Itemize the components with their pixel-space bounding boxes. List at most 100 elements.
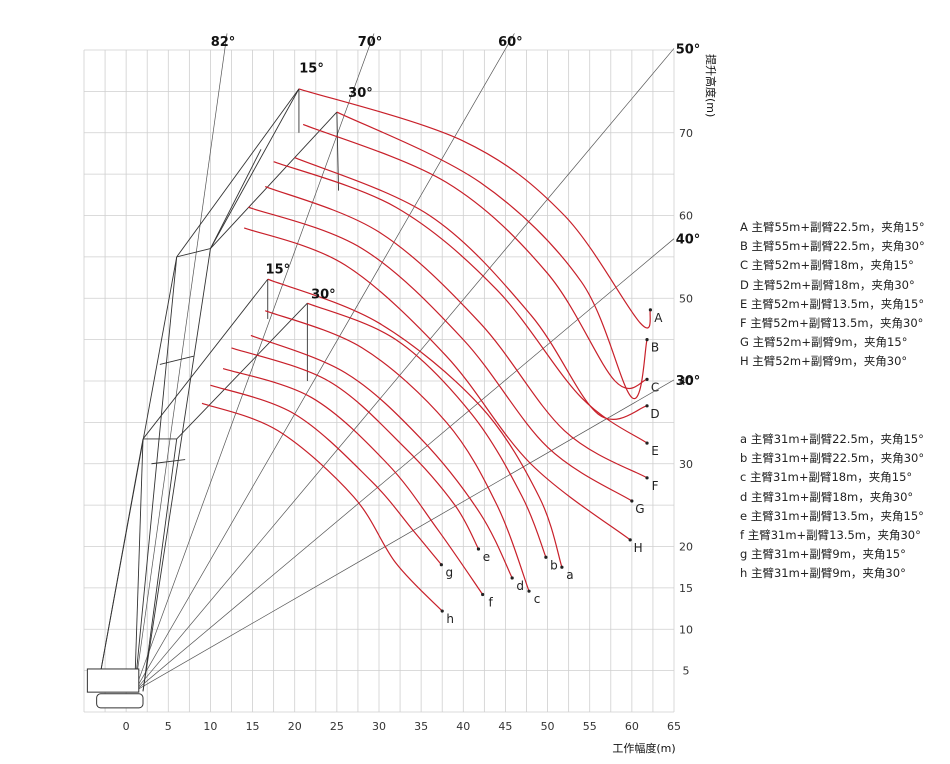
curve-label-a: a <box>566 568 573 582</box>
curve-end-point <box>645 377 649 381</box>
boom-member <box>134 438 144 692</box>
jib-angle-label: 15° <box>299 61 324 76</box>
x-tick-label: 30 <box>372 720 386 733</box>
legend-item-D: D 主臂52m+副臂18m，夹角30° <box>740 277 915 292</box>
legend-item-A: A 主臂55m+副臂22.5m，夹角15° <box>740 220 925 234</box>
x-tick-label: 50 <box>541 720 555 733</box>
legend-upper: A 主臂55m+副臂22.5m，夹角15° B 主臂55m+副臂22.5m，夹角… <box>740 218 925 372</box>
legend-item-E: E 主臂52m+副臂13.5m，夹角15° <box>740 296 925 311</box>
range-curve-D <box>294 157 648 420</box>
angle-line-label: 30° <box>676 374 701 389</box>
x-tick-label: 40 <box>456 720 470 733</box>
legend-item-e: e 主臂31m+副臂13.5m，夹角15° <box>740 508 924 523</box>
boom-member <box>100 256 178 671</box>
curve-label-g: g <box>446 566 454 580</box>
curve-label-h: h <box>446 612 454 626</box>
angle-line-label: 82° <box>211 35 236 50</box>
range-curve-d <box>250 334 513 579</box>
angle-line-label: 70° <box>358 35 383 50</box>
range-curve-e <box>231 347 479 550</box>
y-axis-title: 提升高度(m) <box>704 54 718 117</box>
range-curve-F <box>264 185 648 479</box>
legend-item-a: a 主臂31m+副臂22.5m，夹角15° <box>740 432 924 446</box>
legend-item-B: B 主臂55m+副臂22.5m，夹角30° <box>740 239 925 254</box>
jib-angle-label: 30° <box>348 86 373 101</box>
y-tick-label: 30 <box>679 458 693 471</box>
legend-item-g: g 主臂31m+副臂9m，夹角15° <box>740 547 906 562</box>
curve-end-point <box>648 308 653 312</box>
y-tick-label: 15 <box>679 582 693 595</box>
y-tick-label: 5 <box>683 665 690 678</box>
x-axis-title: 工作幅度(m) <box>612 741 675 755</box>
curve-label-b: b <box>550 558 558 572</box>
curve-label-H: H <box>634 541 643 555</box>
angle-line <box>134 379 675 692</box>
boom-angle-lines <box>134 33 675 692</box>
x-tick-label: 65 <box>667 720 681 733</box>
curve-end-point <box>510 576 514 580</box>
angle-line <box>134 238 675 692</box>
legend-item-C: C 主臂52m+副臂18m，夹角15° <box>740 258 914 273</box>
legend-item-h: h 主臂31m+副臂9m，夹角30° <box>740 566 906 581</box>
curve-label-e: e <box>483 550 490 564</box>
legend-item-b: b 主臂31m+副臂22.5m，夹角30° <box>740 451 925 466</box>
legend-item-H: H 主臂52m+副臂9m，夹角30° <box>740 354 908 369</box>
boom-member <box>176 302 308 440</box>
angle-line-label: 40° <box>676 233 701 248</box>
legend-lower: a 主臂31m+副臂22.5m，夹角15° b 主臂31m+副臂22.5m，夹角… <box>740 430 924 584</box>
x-tick-label: 15 <box>246 720 260 733</box>
jib-angle-label: 15° <box>266 262 291 277</box>
x-tick-label: 0 <box>123 720 130 733</box>
curve-label-B: B <box>651 341 659 355</box>
angle-line-label: 50° <box>676 42 701 57</box>
range-curve-a <box>267 278 563 568</box>
range-curve-A <box>298 88 651 329</box>
range-curve-g <box>210 384 442 566</box>
y-tick-label: 10 <box>679 623 693 636</box>
angle-line-label: 60° <box>498 35 523 50</box>
x-tick-label: 5 <box>165 720 172 733</box>
boom-member <box>134 256 178 692</box>
crawler-track <box>96 693 144 709</box>
curve-label-F: F <box>652 479 659 493</box>
legend-item-d: d 主臂31m+副臂18m，夹角30° <box>740 489 914 504</box>
curve-end-point <box>645 338 649 342</box>
curve-end-point <box>560 565 564 569</box>
curve-label-G: G <box>635 502 644 516</box>
curve-end-point <box>440 609 444 613</box>
boom-member <box>159 355 194 365</box>
range-curve-C <box>302 123 648 389</box>
boom-member <box>210 111 338 249</box>
angle-line <box>134 48 675 692</box>
curve-label-A: A <box>654 311 663 325</box>
curve-end-point <box>628 538 632 542</box>
jib-angle-label: 30° <box>311 287 336 302</box>
chart-labels: 0 5 10 15 20 25 30 35 40 45 50 55 60 65 5 10 15 20 30 40 50 6… <box>123 35 701 733</box>
curve-label-c: c <box>534 592 541 606</box>
curve-end-point <box>630 499 634 503</box>
boom-member <box>142 248 211 692</box>
legend-item-F: F 主臂52m+副臂13.5m，夹角30° <box>740 316 924 331</box>
x-tick-label: 10 <box>203 720 217 733</box>
x-tick-label: 35 <box>414 720 428 733</box>
range-curve-b <box>307 302 547 558</box>
curve-end-point <box>645 441 649 445</box>
grid <box>83 49 675 713</box>
range-curve-f <box>222 368 484 595</box>
curve-end-point <box>439 563 443 567</box>
range-curve-E <box>273 161 648 444</box>
curve-end-point <box>645 476 649 480</box>
y-tick-label: 40 <box>679 375 693 388</box>
x-tick-label: 60 <box>625 720 639 733</box>
x-tick-label: 45 <box>498 720 512 733</box>
y-tick-label: 20 <box>679 541 693 554</box>
crane-body <box>86 668 140 693</box>
curve-end-point <box>481 592 485 597</box>
x-tick-label: 20 <box>288 720 302 733</box>
boom-member <box>142 438 178 692</box>
range-curve-H <box>243 227 631 541</box>
boom-member <box>176 248 211 258</box>
range-curve-G <box>248 206 633 502</box>
legend-item-c: c 主臂31m+副臂18m，夹角15° <box>740 470 913 485</box>
range-curve-h <box>201 402 443 612</box>
